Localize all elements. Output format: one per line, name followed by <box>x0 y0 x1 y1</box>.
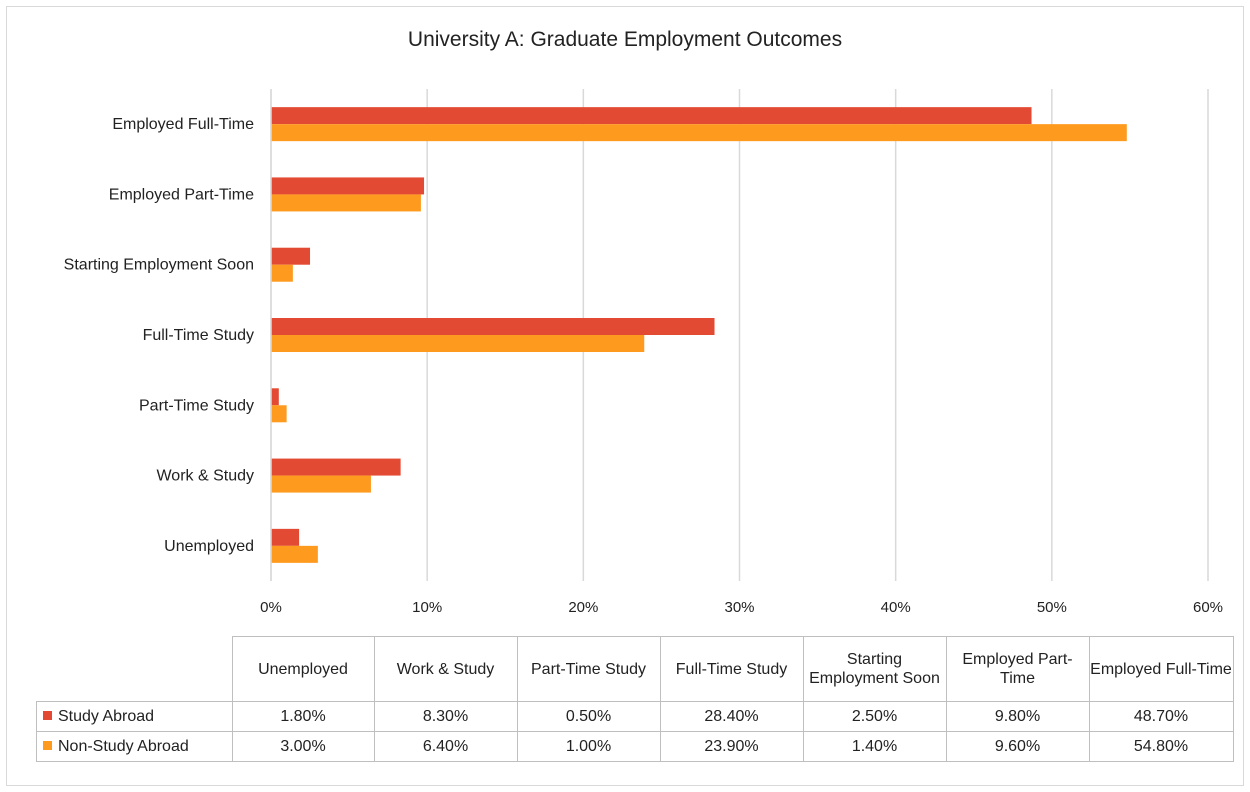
table-cell: 0.50% <box>516 701 661 732</box>
table-header-unemployed: Unemployed <box>231 636 375 702</box>
bar <box>271 475 371 493</box>
table-row-study-abroad: Study Abroad 1.80% 8.30% 0.50% 28.40% 2.… <box>36 701 1234 732</box>
bar <box>271 335 645 352</box>
bar <box>271 107 1032 125</box>
category-label: Unemployed <box>164 538 254 555</box>
bar <box>271 545 318 563</box>
bar <box>271 194 421 212</box>
chart-title: University A: Graduate Employment Outcom… <box>407 28 843 51</box>
table-header-employed-part-time: Employed Part-Time <box>945 636 1090 702</box>
bar <box>271 247 311 265</box>
legend-key-non-study-abroad <box>43 741 52 750</box>
bar <box>271 264 293 282</box>
x-tick-label: 50% <box>1037 599 1067 616</box>
table-cell: 54.80% <box>1088 731 1234 762</box>
bar <box>271 318 715 335</box>
data-table-header-row: Unemployed Work & Study Part-Time Study … <box>37 636 1234 702</box>
category-label: Employed Part-Time <box>109 186 254 203</box>
table-cell: 48.70% <box>1088 701 1234 732</box>
table-header-employed-full-time: Employed Full-Time <box>1088 636 1234 702</box>
x-tick-label: 60% <box>1193 599 1223 616</box>
category-label: Employed Full-Time <box>112 116 254 133</box>
bar <box>271 528 300 546</box>
x-tick-label: 30% <box>724 599 754 616</box>
table-cell: 1.00% <box>516 731 661 762</box>
x-tick-label: 40% <box>881 599 911 616</box>
bar-chart: 0% 10% 20% 30% 40% 50% 60% Unemployed Work & Stu… <box>64 89 1223 616</box>
bar <box>271 458 401 476</box>
table-header-starting-employment-soon: Starting Employment Soon <box>802 636 947 702</box>
table-corner <box>37 637 233 702</box>
table-cell: 1.40% <box>802 731 947 762</box>
table-header-part-time-study: Part-Time Study <box>516 636 661 702</box>
table-cell: 28.40% <box>659 701 804 732</box>
table-cell: 6.40% <box>373 731 518 762</box>
table-cell: 1.80% <box>231 701 375 732</box>
bar <box>271 124 1127 142</box>
table-cell: 23.90% <box>659 731 804 762</box>
table-cell: 8.30% <box>373 701 518 732</box>
legend-key-study-abroad <box>43 711 52 720</box>
bar <box>271 388 279 406</box>
table-row-non-study-abroad: Non-Study Abroad 3.00% 6.40% 1.00% 23.90… <box>36 731 1234 762</box>
table-cell: 2.50% <box>802 701 947 732</box>
table-cell: 3.00% <box>231 731 375 762</box>
legend-label-study-abroad: Study Abroad <box>58 708 155 725</box>
category-label: Work & Study <box>156 468 254 485</box>
category-label: Starting Employment Soon <box>64 257 254 274</box>
table-cell: 9.80% <box>945 701 1090 732</box>
legend-label-non-study-abroad: Non-Study Abroad <box>58 738 189 755</box>
x-tick-label: 10% <box>412 599 442 616</box>
table-cell: 9.60% <box>945 731 1090 762</box>
data-table: Unemployed Work & Study Part-Time Study … <box>36 636 1234 762</box>
table-rowhead-study-abroad: Study Abroad <box>36 701 233 732</box>
table-header-full-time-study: Full-Time Study <box>659 636 804 702</box>
category-label: Full-Time Study <box>143 327 254 344</box>
table-rowhead-non-study-abroad: Non-Study Abroad <box>36 731 233 762</box>
category-label: Part-Time Study <box>139 397 254 414</box>
table-header-work-study: Work & Study <box>373 636 518 702</box>
bar <box>271 405 287 423</box>
x-tick-label: 0% <box>260 599 282 616</box>
x-tick-label: 20% <box>568 599 598 616</box>
bar <box>271 177 425 195</box>
